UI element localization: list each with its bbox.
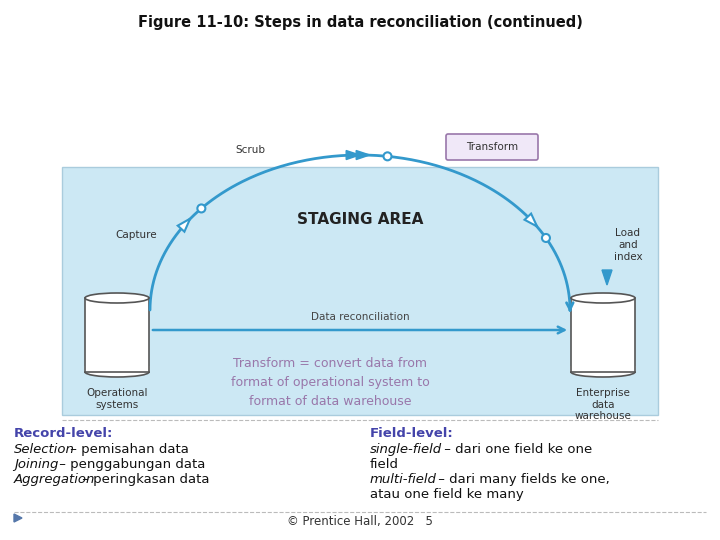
Text: Operational
systems: Operational systems [86,388,148,410]
Ellipse shape [85,367,149,377]
Text: atau one field ke many: atau one field ke many [370,488,523,501]
Polygon shape [356,151,369,159]
Text: – penggabungan data: – penggabungan data [55,458,205,471]
Text: Aggregation: Aggregation [14,473,95,486]
FancyBboxPatch shape [62,167,658,415]
Ellipse shape [85,293,149,303]
Text: – peringkasan data: – peringkasan data [78,473,210,486]
Ellipse shape [571,367,635,377]
Text: field: field [370,458,399,471]
Text: Record-level:: Record-level: [14,427,113,440]
Text: Selection: Selection [14,443,75,456]
Text: Enterprise
data
warehouse: Enterprise data warehouse [575,388,631,421]
Text: Scrub: Scrub [235,145,265,155]
Text: Transform = convert data from
format of operational system to
format of data war: Transform = convert data from format of … [230,357,429,408]
Text: multi-field: multi-field [370,473,437,486]
FancyBboxPatch shape [446,134,538,160]
Text: – dari many fields ke one,: – dari many fields ke one, [433,473,610,486]
Circle shape [542,234,550,242]
Text: – dari one field ke one: – dari one field ke one [440,443,592,456]
Bar [570,366,636,372]
Text: STAGING AREA: STAGING AREA [297,213,423,227]
Polygon shape [602,270,612,285]
Text: Figure 11-10: Steps in data reconciliation (continued): Figure 11-10: Steps in data reconciliati… [138,15,582,30]
Text: © Prentice Hall, 2002   5: © Prentice Hall, 2002 5 [287,516,433,529]
Text: Transform: Transform [466,142,518,152]
Text: single-field: single-field [370,443,442,456]
Polygon shape [14,514,22,522]
Text: Capture: Capture [115,230,157,240]
Text: Load
and
index: Load and index [613,228,642,261]
Ellipse shape [571,293,635,303]
Polygon shape [525,214,537,226]
Circle shape [197,205,205,212]
Bar [571,298,635,372]
Bar [84,366,150,372]
Bar [85,298,149,372]
Circle shape [384,152,392,160]
Text: – pemisahan data: – pemisahan data [66,443,189,456]
Text: Field-level:: Field-level: [370,427,454,440]
Polygon shape [178,219,190,232]
Polygon shape [346,151,360,159]
Text: Data reconciliation: Data reconciliation [311,312,409,322]
Text: Joining: Joining [14,458,58,471]
